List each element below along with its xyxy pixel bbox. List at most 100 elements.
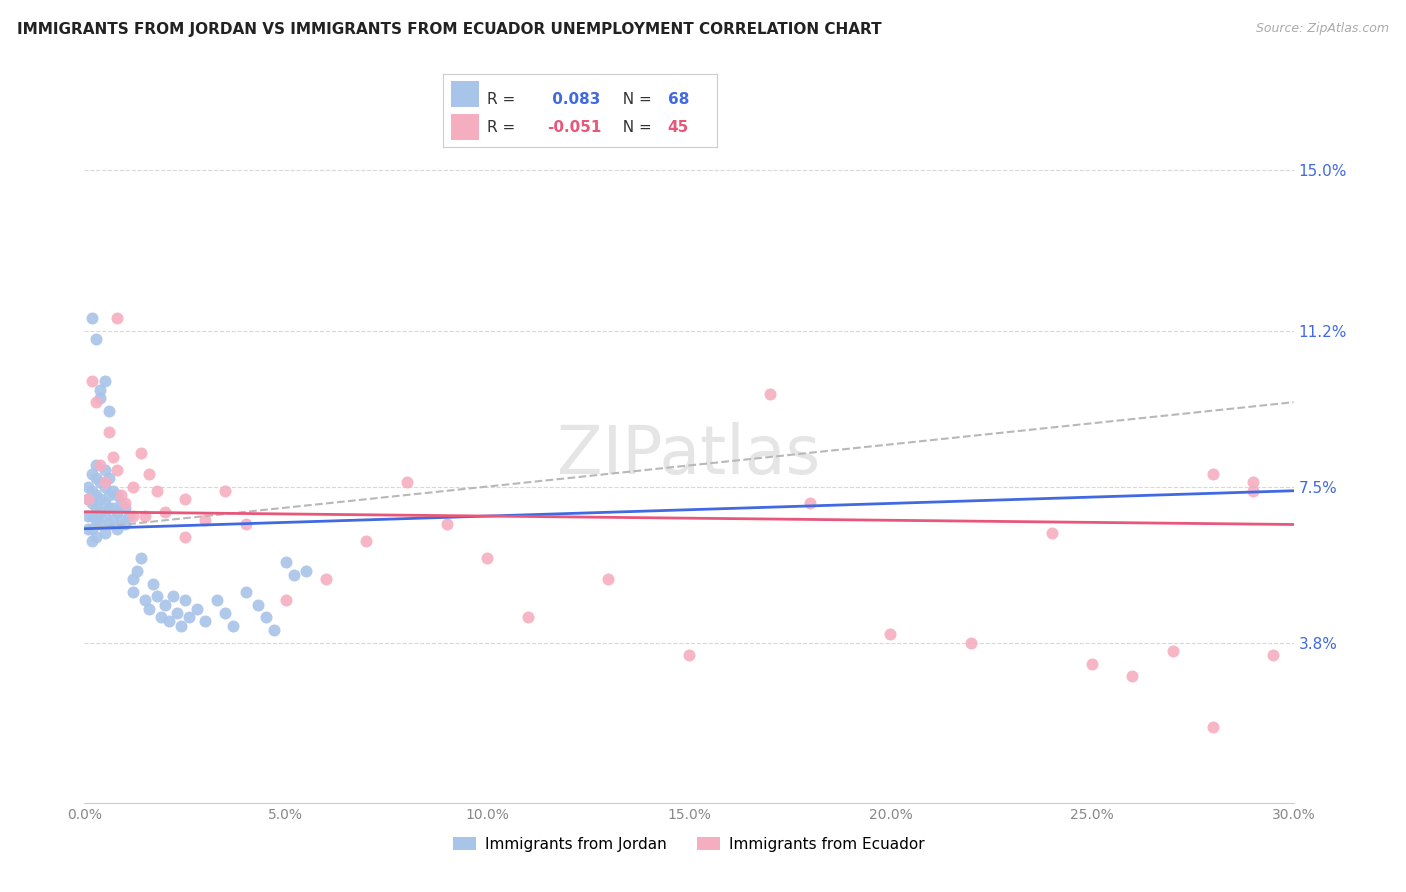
- Point: [134, 509, 156, 524]
- Point: [82, 522, 104, 536]
- Point: [436, 517, 458, 532]
- Point: [97, 500, 120, 515]
- Point: [598, 572, 620, 586]
- Point: [799, 496, 821, 510]
- Point: [174, 530, 197, 544]
- Point: [1081, 657, 1104, 671]
- Point: [121, 572, 143, 586]
- Point: [89, 505, 111, 519]
- Point: [110, 513, 132, 527]
- Text: -0.051: -0.051: [547, 120, 602, 135]
- Point: [170, 618, 193, 632]
- Point: [93, 509, 115, 524]
- Point: [295, 564, 318, 578]
- Point: [89, 458, 111, 473]
- Point: [1202, 467, 1225, 481]
- Point: [86, 513, 108, 527]
- Point: [97, 403, 120, 417]
- Point: [758, 386, 780, 401]
- Point: [214, 606, 236, 620]
- Point: [93, 374, 115, 388]
- Point: [186, 602, 208, 616]
- Point: [86, 395, 108, 409]
- Point: [89, 475, 111, 490]
- Point: [110, 488, 132, 502]
- Point: [105, 522, 128, 536]
- Point: [114, 500, 136, 515]
- Point: [105, 310, 128, 325]
- Point: [879, 627, 901, 641]
- Point: [121, 479, 143, 493]
- Point: [114, 517, 136, 532]
- Text: IMMIGRANTS FROM JORDAN VS IMMIGRANTS FROM ECUADOR UNEMPLOYMENT CORRELATION CHART: IMMIGRANTS FROM JORDAN VS IMMIGRANTS FRO…: [17, 22, 882, 37]
- Text: ZIPatlas: ZIPatlas: [557, 422, 821, 488]
- Point: [179, 610, 201, 624]
- Point: [235, 517, 257, 532]
- Text: 45: 45: [668, 120, 689, 135]
- Point: [263, 623, 285, 637]
- Point: [93, 525, 115, 540]
- Text: 68: 68: [668, 92, 689, 107]
- Point: [101, 500, 124, 515]
- Point: [101, 513, 124, 527]
- Legend: Immigrants from Jordan, Immigrants from Ecuador: Immigrants from Jordan, Immigrants from …: [447, 830, 931, 858]
- Point: [174, 593, 197, 607]
- Point: [283, 568, 305, 582]
- Point: [82, 496, 104, 510]
- Point: [166, 606, 188, 620]
- Point: [118, 509, 141, 524]
- Point: [142, 576, 165, 591]
- Point: [89, 517, 111, 532]
- Point: [194, 513, 217, 527]
- Point: [82, 534, 104, 549]
- Point: [77, 492, 100, 507]
- Point: [1263, 648, 1285, 663]
- Point: [86, 500, 108, 515]
- Text: N =: N =: [613, 120, 657, 135]
- Point: [121, 509, 143, 524]
- Point: [207, 593, 229, 607]
- Point: [254, 610, 277, 624]
- Point: [235, 585, 257, 599]
- Point: [138, 602, 160, 616]
- Point: [1121, 669, 1143, 683]
- Point: [105, 488, 128, 502]
- Point: [86, 471, 108, 485]
- Point: [77, 479, 100, 493]
- Point: [134, 593, 156, 607]
- Point: [82, 374, 104, 388]
- Point: [246, 598, 269, 612]
- Point: [477, 551, 499, 566]
- Point: [395, 475, 418, 490]
- Text: 0.083: 0.083: [547, 92, 600, 107]
- Point: [82, 310, 104, 325]
- Point: [129, 446, 152, 460]
- Point: [214, 483, 236, 498]
- Point: [1202, 720, 1225, 734]
- Point: [1241, 475, 1264, 490]
- Point: [93, 496, 115, 510]
- Point: [153, 598, 176, 612]
- Point: [138, 467, 160, 481]
- Point: [93, 475, 115, 490]
- Point: [149, 610, 172, 624]
- Point: [146, 483, 169, 498]
- Point: [516, 610, 538, 624]
- Point: [86, 488, 108, 502]
- Point: [174, 492, 197, 507]
- Point: [97, 425, 120, 439]
- Point: [82, 483, 104, 498]
- Point: [105, 463, 128, 477]
- Point: [194, 615, 217, 629]
- Point: [315, 572, 337, 586]
- Point: [77, 492, 100, 507]
- Point: [960, 635, 983, 649]
- Bar: [451, 114, 478, 140]
- Point: [114, 496, 136, 510]
- Point: [89, 391, 111, 405]
- Text: R =: R =: [486, 120, 520, 135]
- Point: [125, 564, 148, 578]
- Point: [274, 593, 297, 607]
- Point: [274, 556, 297, 570]
- Point: [101, 483, 124, 498]
